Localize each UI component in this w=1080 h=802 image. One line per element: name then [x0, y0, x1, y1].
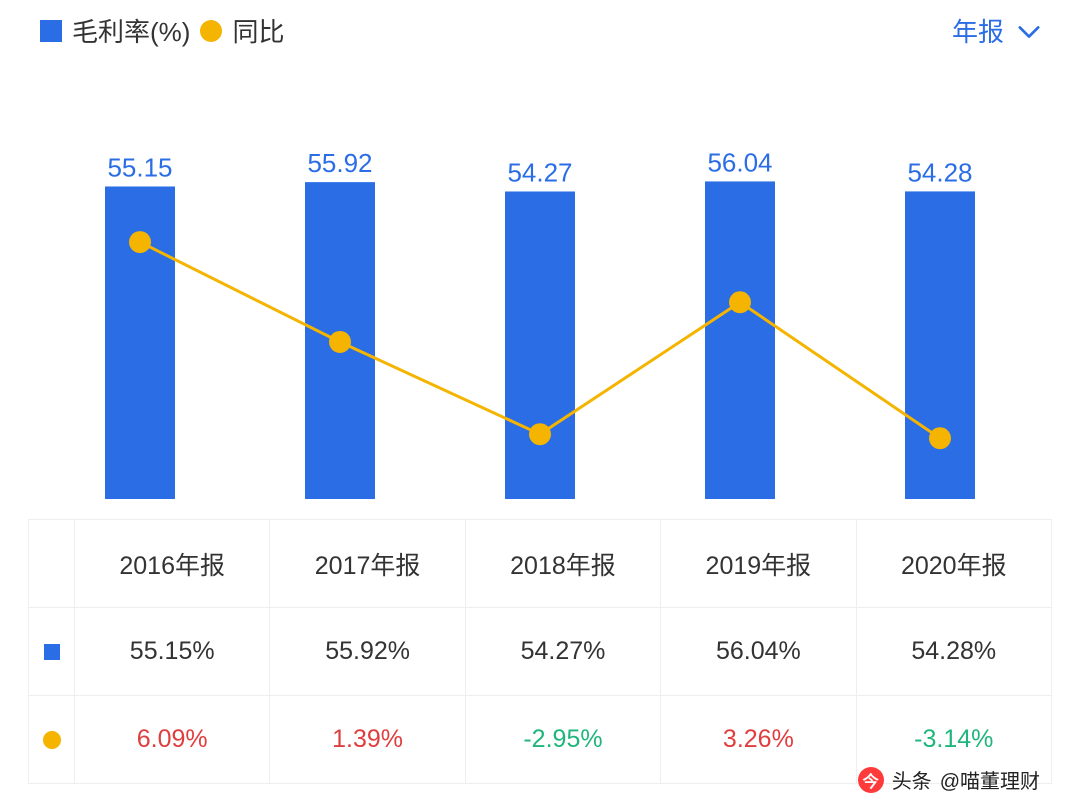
legend-line-label: 同比	[232, 12, 284, 49]
chevron-down-icon	[1018, 15, 1040, 46]
line-marker	[329, 331, 351, 353]
legend-bar-label: 毛利率(%)	[72, 12, 190, 49]
bar-value-label: 55.92	[307, 148, 372, 178]
table-cell: 54.28%	[856, 608, 1051, 696]
watermark-prefix: 头条	[892, 765, 932, 794]
table-header: 2018年报	[465, 520, 660, 608]
bar-value-label: 55.15	[107, 152, 172, 182]
line-marker	[929, 427, 951, 449]
legend-line-swatch	[200, 20, 222, 42]
table-header: 2017年报	[270, 520, 465, 608]
legend-bar-swatch	[40, 20, 62, 42]
chart-svg: 55.15 55.92 54.27 56.04 54.28	[0, 79, 1080, 499]
bar-series-icon	[44, 644, 60, 660]
watermark: 今 头条 @喵董理财	[858, 765, 1040, 794]
table-header: 2020年报	[856, 520, 1051, 608]
table-corner	[29, 520, 75, 608]
table-cell: 3.26%	[661, 696, 856, 784]
table-cell: -2.95%	[465, 696, 660, 784]
row-icon-cell	[29, 608, 75, 696]
period-selector[interactable]: 年报	[952, 12, 1040, 49]
table-cell: 1.39%	[270, 696, 465, 784]
table-header: 2019年报	[661, 520, 856, 608]
table-cell: 54.27%	[465, 608, 660, 696]
bar-value-label: 54.27	[507, 157, 572, 187]
table-header: 2016年报	[75, 520, 270, 608]
legend: 毛利率(%) 同比	[40, 12, 284, 49]
gross-margin-chart: 55.15 55.92 54.27 56.04 54.28	[0, 79, 1080, 499]
line-series-icon	[43, 731, 61, 749]
table-header-row: 2016年报2017年报2018年报2019年报2020年报	[29, 520, 1052, 608]
data-table: 2016年报2017年报2018年报2019年报2020年报55.15%55.9…	[28, 519, 1052, 784]
watermark-suffix: @喵董理财	[940, 765, 1040, 794]
line-marker	[729, 291, 751, 313]
line-marker	[129, 231, 151, 253]
period-label: 年报	[952, 12, 1004, 49]
bar	[505, 191, 575, 499]
line-marker	[529, 423, 551, 445]
bar-value-label: 56.04	[707, 147, 772, 177]
watermark-logo-icon: 今	[858, 767, 884, 793]
data-table-wrap: 2016年报2017年报2018年报2019年报2020年报55.15%55.9…	[0, 499, 1080, 784]
row-icon-cell	[29, 696, 75, 784]
header: 毛利率(%) 同比 年报	[0, 0, 1080, 49]
bar	[705, 181, 775, 499]
bar-value-label: 54.28	[907, 157, 972, 187]
table-cell: 55.92%	[270, 608, 465, 696]
table-cell: 6.09%	[75, 696, 270, 784]
bar	[905, 191, 975, 499]
table-row: 55.15%55.92%54.27%56.04%54.28%	[29, 608, 1052, 696]
table-cell: 55.15%	[75, 608, 270, 696]
table-cell: 56.04%	[661, 608, 856, 696]
